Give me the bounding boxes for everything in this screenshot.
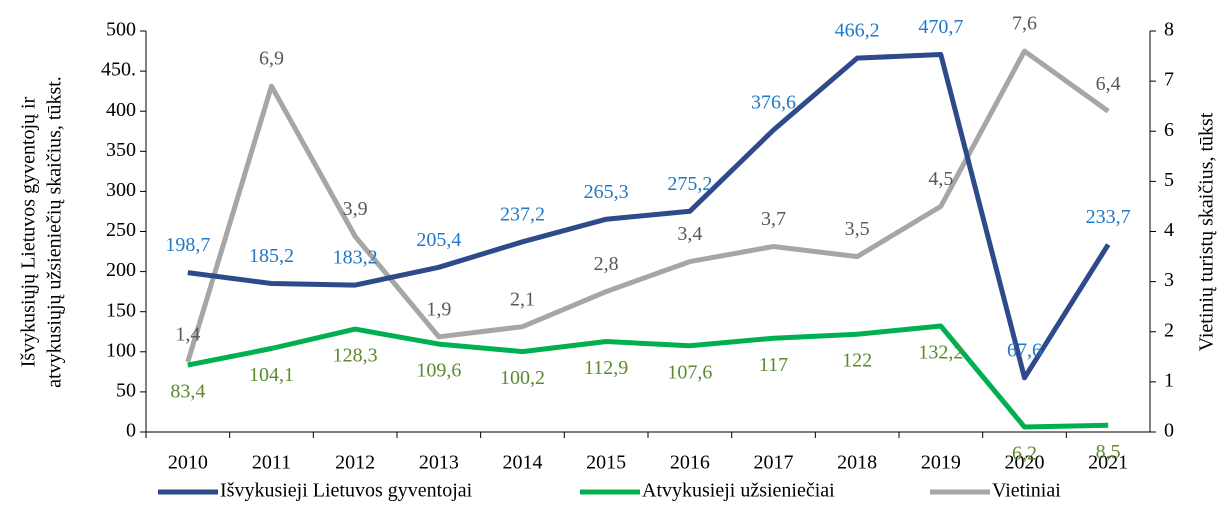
y2-tick-label: 0 xyxy=(1164,420,1174,442)
data-label: 233,7 xyxy=(1086,206,1131,228)
data-label: 265,3 xyxy=(584,181,629,203)
data-label: 6,2 xyxy=(1012,443,1037,465)
x-tick-label: 2017 xyxy=(754,452,794,474)
data-label: 107,6 xyxy=(667,361,712,383)
y-tick-label: 200 xyxy=(106,259,136,281)
y2-tick-label: 5 xyxy=(1164,169,1174,191)
data-label: 100,2 xyxy=(500,367,545,389)
data-label: 3,5 xyxy=(845,218,870,240)
data-label: 3,4 xyxy=(677,223,702,245)
data-label: 3,9 xyxy=(343,198,368,220)
x-tick-label: 2016 xyxy=(670,452,710,474)
data-label: 470,7 xyxy=(918,16,963,38)
data-label: 109,6 xyxy=(416,360,461,382)
x-tick-label: 2015 xyxy=(586,452,626,474)
data-label: 6,9 xyxy=(259,48,284,70)
x-tick-label: 2020 xyxy=(1005,452,1045,474)
data-label: 8,5 xyxy=(1096,441,1121,463)
y-axis-label: Išvykusiųjų Lietuvos gyventojų ir xyxy=(18,96,40,367)
data-label: 1,4 xyxy=(175,323,200,345)
data-label: 183,2 xyxy=(333,247,378,269)
y2-tick-label: 8 xyxy=(1164,19,1174,41)
y-tick-label: 50 xyxy=(116,379,136,401)
y-tick-label: 250 xyxy=(106,219,136,241)
x-tick-label: 2013 xyxy=(419,452,459,474)
y2-tick-label: 3 xyxy=(1164,269,1174,291)
x-tick-label: 2011 xyxy=(252,452,291,474)
data-label: 237,2 xyxy=(500,203,545,225)
data-label: 132,2 xyxy=(918,342,963,364)
y-tick-label: 300 xyxy=(106,179,136,201)
data-label: 466,2 xyxy=(835,20,880,42)
data-label: 4,5 xyxy=(928,168,953,190)
data-label: 198,7 xyxy=(165,234,210,256)
y-tick-label: 350 xyxy=(106,139,136,161)
y2-tick-label: 1 xyxy=(1164,369,1174,391)
y-axis-label: atvykusiųjų užsieniečių skaičius, tūkst. xyxy=(44,76,66,388)
y2-tick-label: 4 xyxy=(1164,219,1174,241)
data-label: 3,7 xyxy=(761,208,786,230)
series-line xyxy=(187,323,1109,430)
data-label: 117 xyxy=(759,354,788,376)
series-line xyxy=(187,52,1111,381)
y2-tick-label: 7 xyxy=(1164,69,1174,91)
data-label: 185,2 xyxy=(249,245,294,267)
data-label: 112,9 xyxy=(584,357,628,379)
x-tick-label: 2012 xyxy=(335,452,375,474)
data-label: 275,2 xyxy=(667,173,712,195)
data-label: 67,6 xyxy=(1007,339,1042,361)
y2-tick-label: 2 xyxy=(1164,319,1174,341)
data-label: 205,4 xyxy=(416,229,461,251)
x-tick-label: 2014 xyxy=(503,452,543,474)
data-label: 104,1 xyxy=(249,364,294,386)
y-tick-label: 0 xyxy=(126,420,136,442)
data-label: 83,4 xyxy=(170,381,205,403)
data-label: 2,8 xyxy=(594,253,619,275)
legend-label: Atvykusieji užsieniečiai xyxy=(642,480,835,502)
y-tick-label: 150 xyxy=(106,299,136,321)
data-label: 122 xyxy=(842,350,872,372)
y-tick-label: 450. xyxy=(101,59,136,81)
data-label: 2,1 xyxy=(510,288,535,310)
data-label: 376,6 xyxy=(751,92,796,114)
data-label: 6,4 xyxy=(1096,73,1121,95)
data-label: 128,3 xyxy=(333,345,378,367)
series-line xyxy=(185,48,1110,363)
x-tick-label: 2010 xyxy=(168,452,208,474)
legend-label: Vietiniai xyxy=(992,480,1061,502)
y-tick-label: 100 xyxy=(106,339,136,361)
y2-tick-label: 6 xyxy=(1164,119,1174,141)
y2-axis-label: Vietinių turistų skaičius, tūkst xyxy=(1196,112,1218,351)
legend-label: Išvykusieji Lietuvos gyventojai xyxy=(220,480,473,502)
x-tick-label: 2018 xyxy=(837,452,877,474)
x-tick-label: 2019 xyxy=(921,452,961,474)
y-tick-label: 500 xyxy=(106,19,136,41)
x-tick-label: 2021 xyxy=(1088,452,1128,474)
data-label: 1,9 xyxy=(426,298,451,320)
y-tick-label: 400 xyxy=(106,99,136,121)
data-label: 7,6 xyxy=(1012,13,1037,35)
